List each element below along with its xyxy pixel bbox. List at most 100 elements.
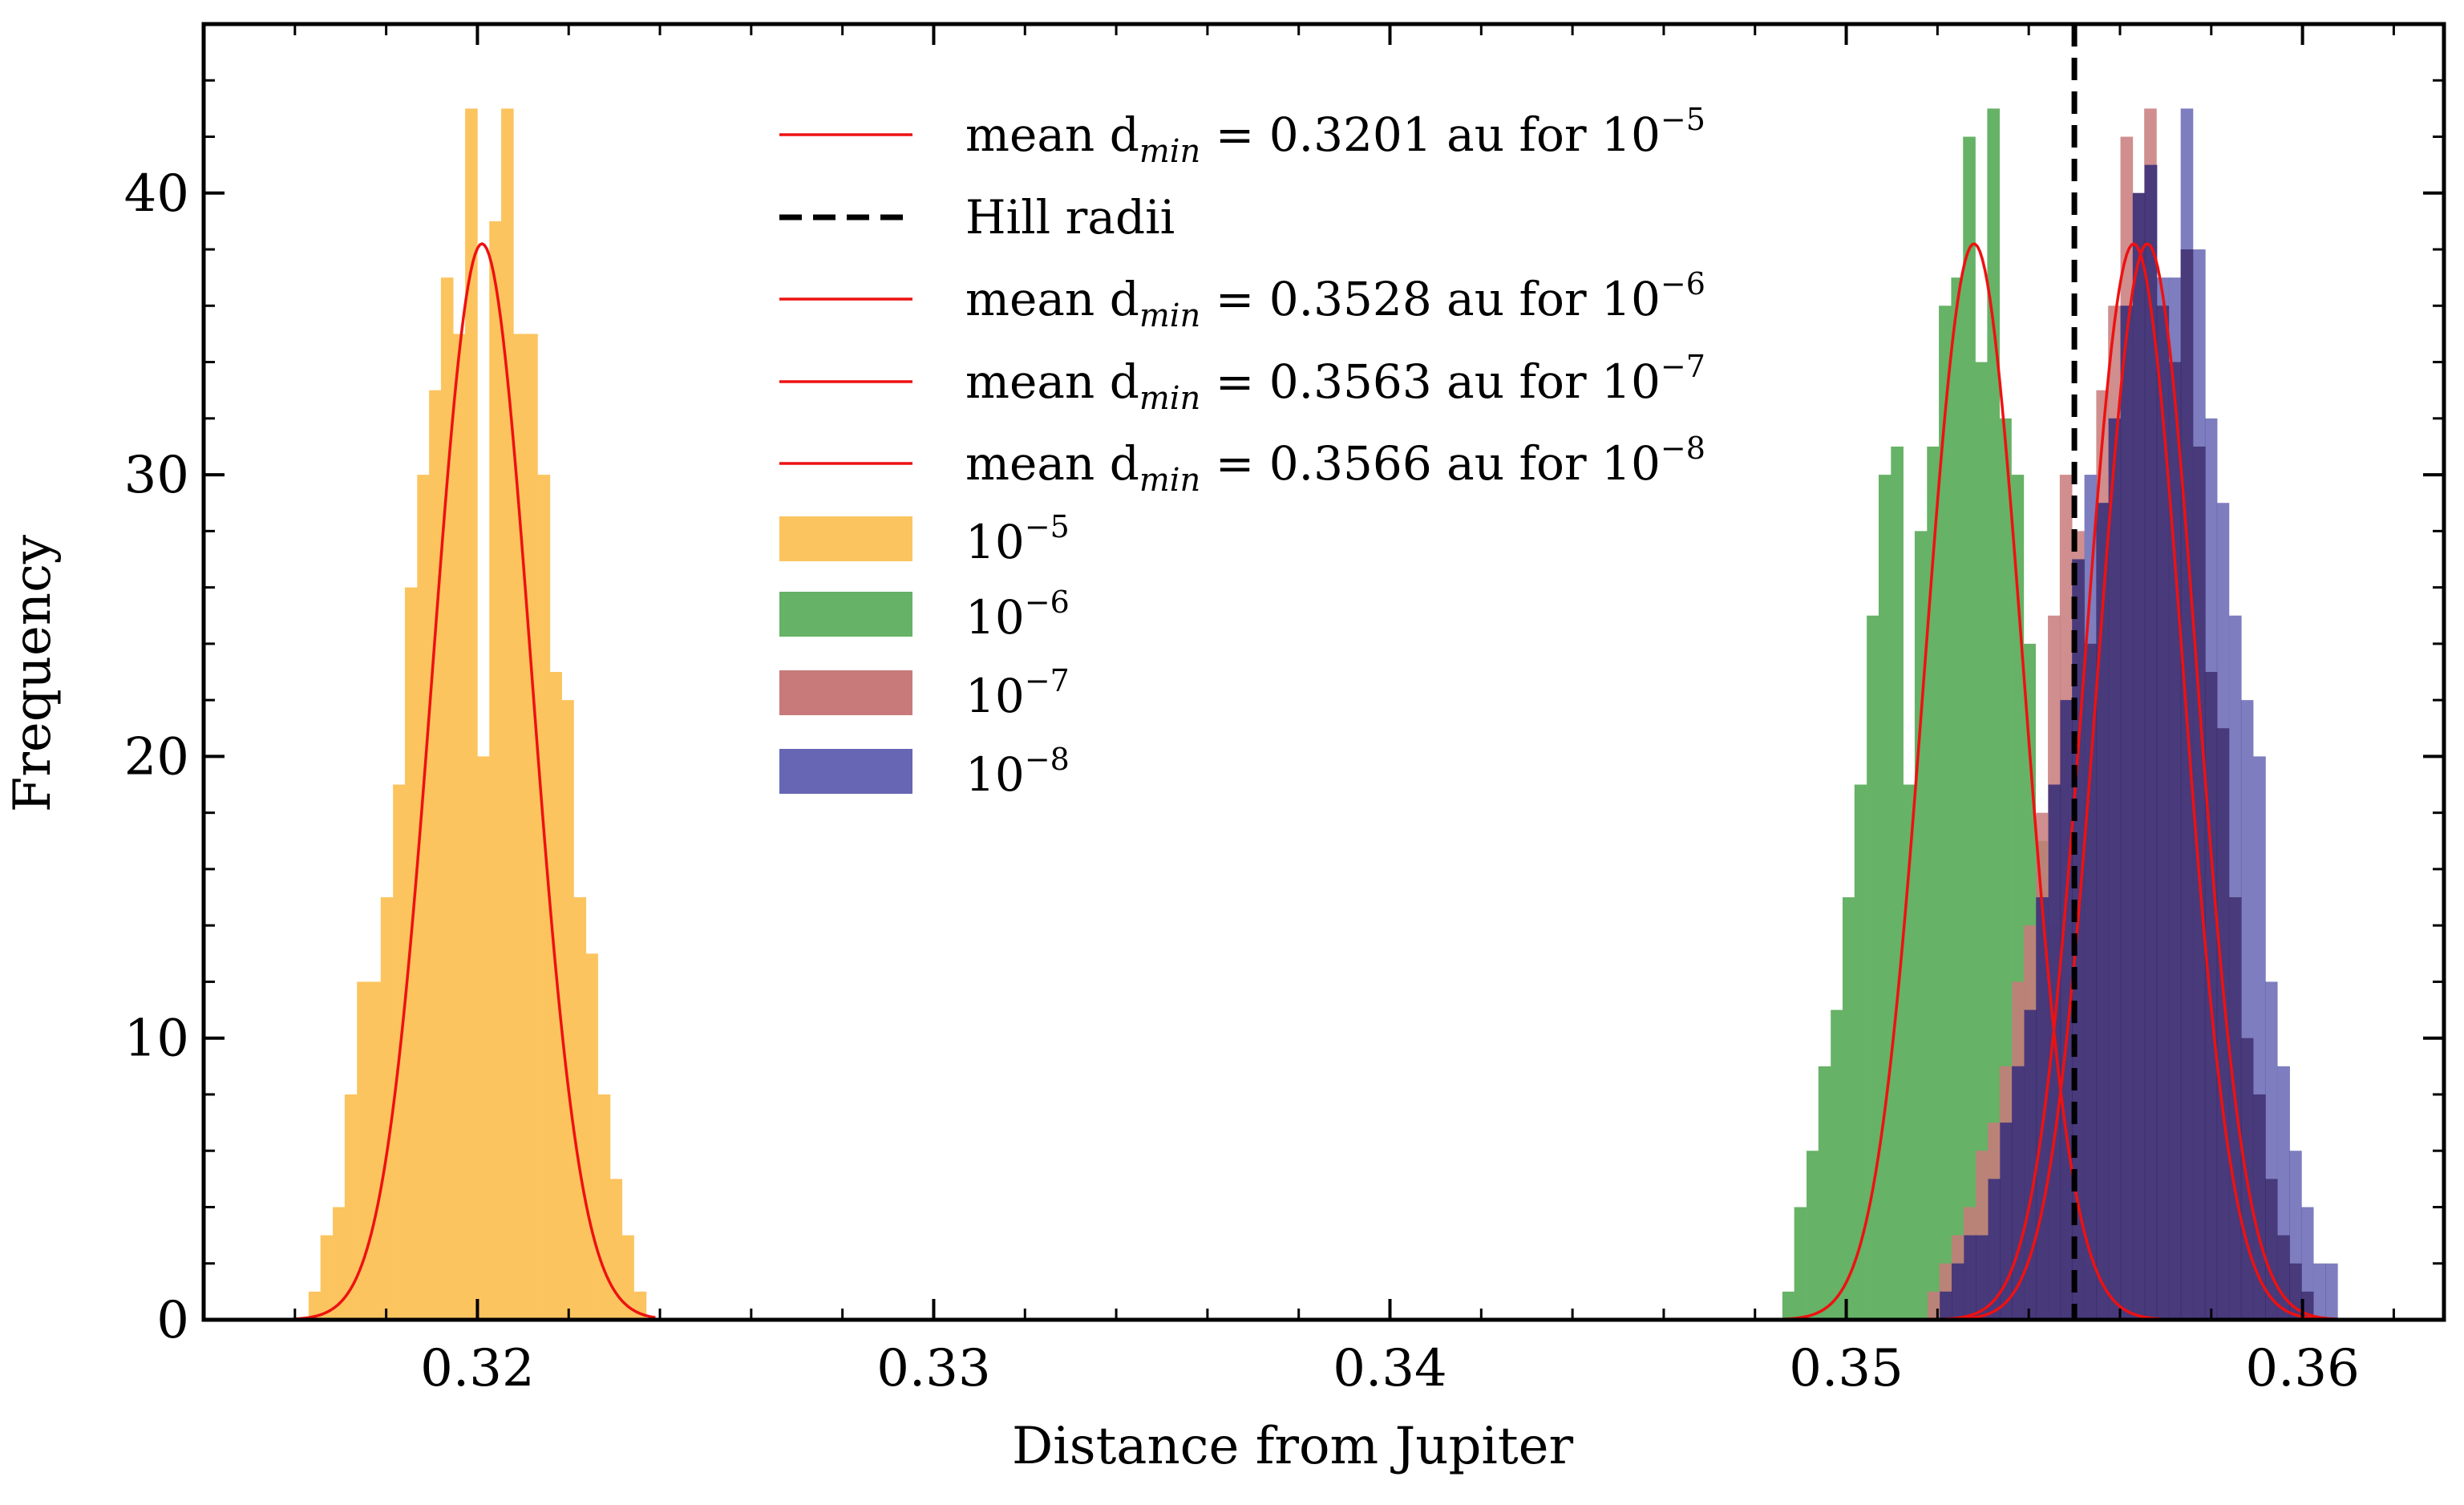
bar-overlap (1964, 1235, 1976, 1320)
bar (1951, 277, 1964, 1320)
bar (368, 981, 382, 1320)
legend-series-label: 10−8 (965, 742, 1070, 802)
legend-patch (779, 670, 912, 715)
bar-overlap (2156, 305, 2170, 1320)
axes: 0.32 0.33 0.34 0.35 0.36 0 10 20 30 40 (124, 22, 2446, 1398)
plot-frame (201, 22, 2446, 1322)
bar-overlap (1976, 1235, 1989, 1320)
legend: mean dmin = 0.3201 au for 10−5 mean dmin … (779, 102, 1705, 802)
bar-overlap (1952, 1263, 1964, 1320)
bar (1854, 784, 1867, 1320)
bar (404, 587, 418, 1320)
bar-overlap (2036, 897, 2049, 1320)
y-tick-label: 40 (124, 164, 189, 224)
bar-overlap (2048, 784, 2061, 1320)
bar (1939, 305, 1952, 1320)
bar (609, 1179, 623, 1320)
bar (1843, 897, 1855, 1320)
y-tick-label: 30 (124, 446, 189, 505)
bar (585, 953, 598, 1320)
bar (357, 981, 370, 1320)
bar (501, 108, 514, 1320)
legend-fit-label: mean dmin = 0.3563 au for 10−7 (965, 349, 1705, 417)
bar (537, 475, 551, 1320)
bar (1891, 446, 1904, 1321)
y-axis-label: Frequency (3, 535, 63, 812)
bar-overlap (2264, 1179, 2278, 1320)
legend-hill-label: Hill radii (965, 190, 1175, 245)
legend-fit-label: mean dmin = 0.3201 au for 10−5 (965, 102, 1705, 170)
bar (561, 700, 574, 1320)
bar-overlap (2216, 728, 2230, 1320)
legend-series-label: 10−6 (965, 585, 1070, 645)
bar (429, 390, 442, 1321)
legend-series-label: 10−5 (965, 509, 1070, 569)
bar (2325, 1263, 2338, 1320)
x-tick-label: 0.35 (1789, 1339, 1904, 1398)
bar-overlap (2000, 1123, 2013, 1320)
bar (1927, 446, 1940, 1321)
fit-curve-7 (1928, 242, 2330, 1321)
bar (489, 220, 502, 1320)
bar (417, 475, 430, 1320)
bar (573, 897, 587, 1320)
legend-patch (779, 749, 912, 794)
legend-fit-label: mean dmin = 0.3528 au for 10−6 (965, 266, 1705, 334)
bar-overlap (2108, 418, 2122, 1320)
bar (1782, 1291, 1795, 1320)
bar (308, 1291, 322, 1320)
legend-series-label: 10−7 (965, 663, 1070, 723)
bar (1975, 362, 1988, 1320)
bar-series-5 (308, 108, 647, 1321)
bar (344, 1094, 358, 1320)
bar (380, 897, 394, 1320)
gaussian-fit-curves (285, 242, 2344, 1321)
bar (1987, 108, 2001, 1320)
x-tick-label: 0.36 (2245, 1339, 2360, 1398)
fit-curve-8 (1942, 242, 2344, 1321)
bar (1878, 475, 1891, 1320)
bar-overlap (2024, 1009, 2037, 1320)
y-tick-label: 0 (156, 1291, 189, 1350)
bar (597, 1094, 611, 1320)
bar-overlap-region (1940, 164, 2314, 1321)
bar (477, 756, 491, 1320)
bar (1914, 531, 1928, 1320)
bar-overlap (2120, 305, 2134, 1320)
bar (453, 334, 466, 1321)
bar (1867, 615, 1879, 1320)
bar (525, 334, 538, 1321)
bar (513, 334, 526, 1321)
bar-overlap (2012, 1066, 2025, 1320)
y-tick-label: 20 (124, 727, 189, 787)
x-tick-label: 0.32 (420, 1339, 535, 1398)
legend-patch (779, 516, 912, 561)
bar (1807, 1151, 1819, 1320)
bar (333, 1207, 346, 1320)
bar (1818, 1066, 1831, 1320)
bar (1794, 1207, 1807, 1320)
bar (549, 672, 562, 1320)
bar (465, 108, 478, 1320)
bar-overlap (2132, 192, 2146, 1320)
bar-overlap (2096, 503, 2110, 1320)
legend-patch (779, 592, 912, 637)
y-tick-label: 10 (124, 1009, 189, 1069)
bar (440, 277, 454, 1320)
x-tick-label: 0.33 (876, 1339, 991, 1398)
bar (1963, 136, 1976, 1320)
histogram-bars (308, 108, 2338, 1321)
fit-curve-6 (1764, 242, 2162, 1321)
bar-overlap (1940, 1291, 1952, 1320)
fit-curve-5 (285, 242, 656, 1321)
x-tick-label: 0.34 (1333, 1339, 1447, 1398)
legend-fit-label: mean dmin = 0.3566 au for 10−8 (965, 431, 1705, 499)
bar (1831, 1009, 1843, 1320)
bar-overlap (1988, 1179, 2001, 1320)
bar (621, 1235, 634, 1320)
x-axis-label: Distance from Jupiter (1012, 1417, 1574, 1476)
bar-overlap (2144, 164, 2158, 1320)
bar (320, 1235, 334, 1320)
bar (2313, 1263, 2326, 1320)
